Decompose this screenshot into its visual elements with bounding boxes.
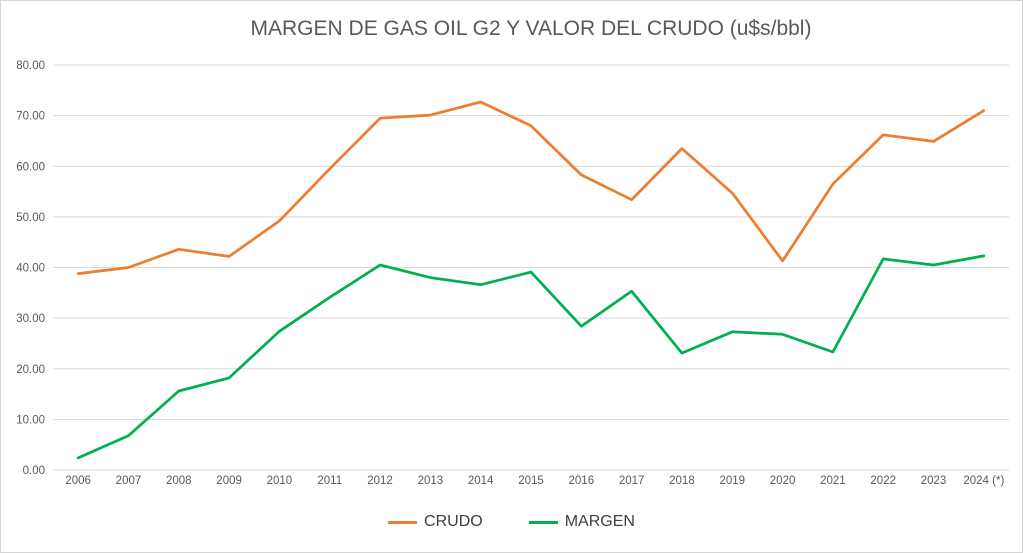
- y-axis-tick-label: 60.00: [16, 161, 45, 173]
- x-axis-tick-label: 2016: [569, 475, 595, 487]
- x-axis-tick-label: 2018: [669, 475, 695, 487]
- x-axis-tick-label: 2017: [619, 475, 645, 487]
- legend-item-margen: MARGEN: [528, 513, 635, 531]
- x-axis-tick-label: 2008: [166, 475, 192, 487]
- y-axis-tick-label: 0.00: [23, 465, 45, 477]
- y-axis-tick-label: 40.00: [16, 263, 45, 275]
- y-axis-tick-label: 50.00: [16, 212, 45, 224]
- legend: CRUDO MARGEN: [1, 513, 1022, 531]
- x-axis-tick-label: 2006: [65, 475, 91, 487]
- y-axis-tick-label: 70.00: [16, 111, 45, 123]
- x-axis-tick-label: 2024 (*): [963, 475, 1004, 487]
- y-axis-tick-label: 30.00: [16, 313, 45, 325]
- x-axis-tick-label: 2013: [418, 475, 444, 487]
- x-axis-tick-label: 2011: [317, 475, 342, 487]
- x-axis-tick-label: 2009: [216, 475, 242, 487]
- legend-label-margen: MARGEN: [564, 513, 635, 530]
- y-axis-tick-label: 10.00: [16, 414, 45, 426]
- x-axis-tick-label: 2010: [267, 475, 293, 487]
- x-axis-tick-label: 2021: [820, 475, 846, 487]
- y-axis-tick-label: 80.00: [16, 60, 45, 72]
- legend-item-crudo: CRUDO: [388, 513, 483, 531]
- x-axis-tick-label: 2023: [921, 475, 947, 487]
- legend-marker-crudo: [388, 520, 418, 524]
- series-line-margen: [76, 254, 986, 460]
- x-axis-tick-label: 2015: [518, 475, 544, 487]
- x-axis-tick-label: 2014: [468, 475, 494, 487]
- x-axis-tick-label: 2019: [719, 475, 745, 487]
- legend-marker-margen: [528, 520, 558, 524]
- x-axis-tick-label: 2007: [116, 475, 142, 487]
- x-axis-tick-label: 2022: [870, 475, 896, 487]
- y-axis-tick-label: 20.00: [16, 364, 45, 376]
- x-axis-tick-label: 2020: [770, 475, 796, 487]
- series-line-crudo: [76, 100, 986, 275]
- chart-title: MARGEN DE GAS OIL G2 Y VALOR DEL CRUDO (…: [250, 17, 812, 40]
- x-axis-tick-label: 2012: [367, 475, 393, 487]
- legend-label-crudo: CRUDO: [424, 513, 483, 530]
